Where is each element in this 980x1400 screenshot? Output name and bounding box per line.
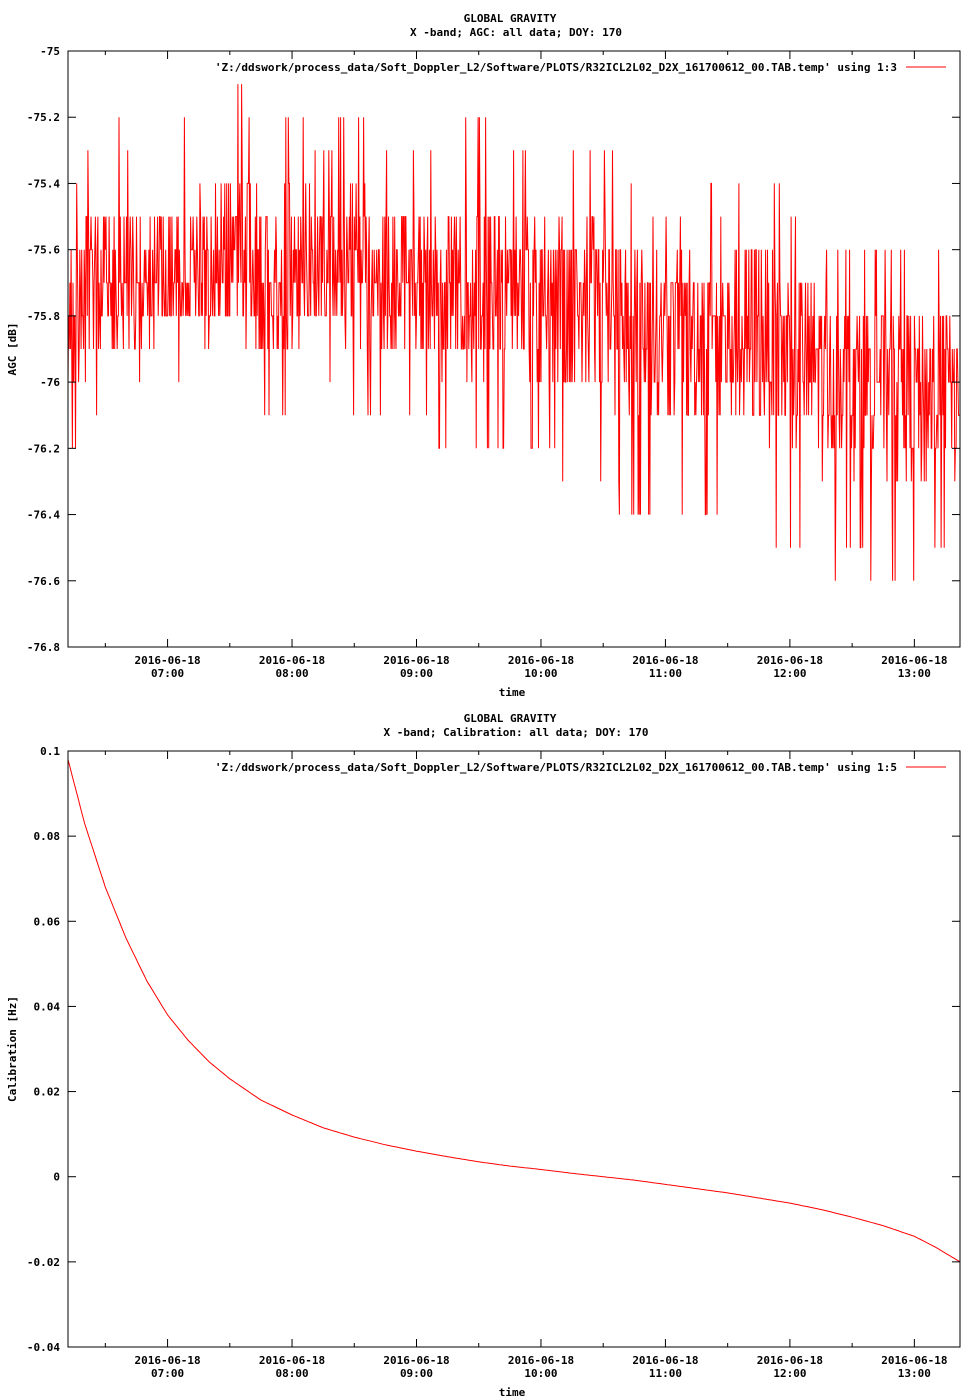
chart1-x-tick-label: 13:00 bbox=[898, 667, 931, 680]
chart2-x-tick-date: 2016-06-18 bbox=[757, 1354, 823, 1367]
chart1-y-tick-label: -76.2 bbox=[27, 442, 60, 455]
chart2-x-tick-date: 2016-06-18 bbox=[383, 1354, 449, 1367]
chart1-y-tick-label: -76.4 bbox=[27, 509, 60, 522]
chart1-series-line bbox=[68, 84, 960, 581]
chart2-x-tick-label: 10:00 bbox=[524, 1367, 557, 1380]
chart1-y-tick-label: -75.6 bbox=[27, 244, 60, 257]
chart1-legend-label: 'Z:/ddswork/process_data/Soft_Doppler_L2… bbox=[215, 61, 897, 74]
chart1-subtitle: X -band; AGC: all data; DOY: 170 bbox=[410, 26, 622, 39]
chart1-x-tick-label: 11:00 bbox=[649, 667, 682, 680]
chart1-x-tick-label: 08:00 bbox=[275, 667, 308, 680]
chart1-title: GLOBAL GRAVITY bbox=[464, 12, 557, 25]
chart1-x-tick-date: 2016-06-18 bbox=[757, 654, 823, 667]
chart2-x-tick-date: 2016-06-18 bbox=[881, 1354, 947, 1367]
chart2-y-tick-label: 0.06 bbox=[34, 915, 61, 928]
chart1-x-tick-date: 2016-06-18 bbox=[134, 654, 200, 667]
chart2-x-tick-label: 09:00 bbox=[400, 1367, 433, 1380]
chart2-y-tick-label: -0.02 bbox=[27, 1256, 60, 1269]
chart1-x-tick-date: 2016-06-18 bbox=[508, 654, 574, 667]
chart2-y-axis-label: Calibration [Hz] bbox=[6, 996, 19, 1102]
chart1-y-axis-label: AGC [dB] bbox=[6, 323, 19, 376]
chart1-x-tick-date: 2016-06-18 bbox=[383, 654, 449, 667]
chart2-y-tick-label: 0.04 bbox=[34, 1000, 61, 1013]
chart2-subtitle: X -band; Calibration: all data; DOY: 170 bbox=[384, 726, 649, 739]
chart1-x-tick-label: 09:00 bbox=[400, 667, 433, 680]
chart2-plot-frame bbox=[67, 750, 961, 1348]
chart1-x-tick-date: 2016-06-18 bbox=[881, 654, 947, 667]
chart2-legend-label: 'Z:/ddswork/process_data/Soft_Doppler_L2… bbox=[215, 761, 897, 774]
chart2-title: GLOBAL GRAVITY bbox=[464, 712, 557, 725]
chart2-x-tick-date: 2016-06-18 bbox=[508, 1354, 574, 1367]
chart2-x-tick-label: 13:00 bbox=[898, 1367, 931, 1380]
chart1-x-tick-label: 12:00 bbox=[773, 667, 806, 680]
chart2-x-tick-label: 11:00 bbox=[649, 1367, 682, 1380]
chart1-plot-frame bbox=[67, 50, 961, 648]
chart1-y-tick-label: -75.8 bbox=[27, 310, 60, 323]
chart2-x-tick-label: 12:00 bbox=[773, 1367, 806, 1380]
chart1-x-tick-date: 2016-06-18 bbox=[632, 654, 698, 667]
chart1-y-tick-label: -75.2 bbox=[27, 111, 60, 124]
chart2-y-tick-label: -0.04 bbox=[27, 1341, 60, 1354]
chart2-x-tick-label: 08:00 bbox=[275, 1367, 308, 1380]
chart2-y-tick-label: 0.1 bbox=[40, 745, 60, 758]
chart2-x-tick-label: 07:00 bbox=[151, 1367, 184, 1380]
chart2-x-tick-date: 2016-06-18 bbox=[632, 1354, 698, 1367]
chart1-x-tick-label: 10:00 bbox=[524, 667, 557, 680]
chart2-x-axis-label: time bbox=[499, 1386, 526, 1399]
chart1-x-tick-label: 07:00 bbox=[151, 667, 184, 680]
chart2-x-tick-date: 2016-06-18 bbox=[259, 1354, 325, 1367]
chart2-y-tick-label: 0.08 bbox=[34, 830, 61, 843]
chart1-x-tick-date: 2016-06-18 bbox=[259, 654, 325, 667]
chart1-y-tick-label: -75.4 bbox=[27, 177, 60, 190]
chart2-x-tick-date: 2016-06-18 bbox=[134, 1354, 200, 1367]
chart1-x-axis-label: time bbox=[499, 686, 526, 699]
chart1-y-tick-label: -76.8 bbox=[27, 641, 60, 654]
chart1-y-tick-label: -75 bbox=[40, 45, 60, 58]
chart2-y-tick-label: 0.02 bbox=[34, 1086, 61, 1099]
chart1-y-tick-label: -76.6 bbox=[27, 575, 60, 588]
chart2-y-tick-label: 0 bbox=[53, 1171, 60, 1184]
chart1-y-tick-label: -76 bbox=[40, 376, 60, 389]
chart2-series-line bbox=[68, 759, 960, 1263]
